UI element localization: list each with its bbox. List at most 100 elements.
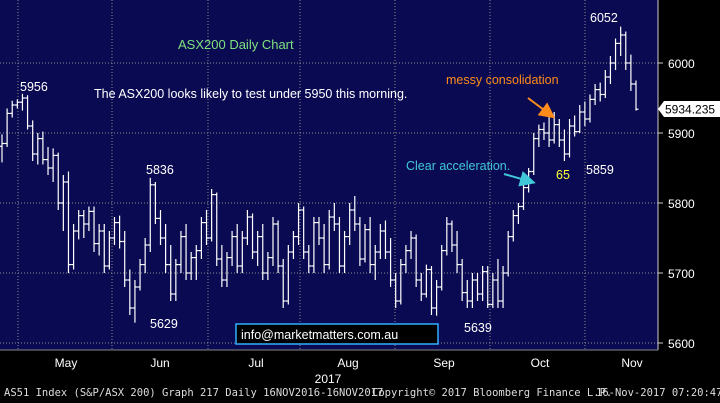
ohlc-bar [290, 231, 296, 259]
ohlc-bar [214, 192, 220, 266]
x-axis-month-label: Oct [531, 356, 550, 370]
ohlc-bar [30, 120, 36, 161]
annotation-low-jun: 5629 [150, 317, 178, 331]
y-axis-tick-label: 5700 [668, 267, 695, 281]
ohlc-bar [270, 217, 276, 266]
ohlc-bar [111, 217, 117, 245]
ohlc-bar [347, 203, 353, 245]
ohlc-bar [567, 119, 573, 158]
x-axis-month-label: May [55, 356, 78, 370]
ohlc-bar [193, 245, 199, 280]
annotation-low-oct: 5859 [586, 163, 614, 177]
ohlc-bar [602, 70, 608, 98]
ohlc-bar [326, 210, 332, 270]
annotation-high-jun: 5836 [146, 163, 174, 177]
footer-timestamp: 16-Nov-2017 07:20:47 [596, 387, 720, 399]
ohlc-bar [628, 54, 634, 91]
ohlc-bar [45, 147, 51, 175]
ohlc-bar [285, 245, 291, 305]
ohlc-bar [505, 231, 511, 277]
ohlc-bar [495, 259, 501, 308]
ohlc-bar [500, 266, 506, 308]
last-value-label: 5934.235 [665, 103, 715, 117]
ohlc-bar [275, 220, 281, 273]
ohlc-bar [260, 224, 266, 280]
ohlc-bar [152, 182, 158, 224]
ohlc-bar [280, 259, 286, 308]
ohlc-bar [106, 231, 112, 270]
ohlc-bar [480, 266, 486, 301]
ohlc-bar [423, 264, 429, 298]
ohlc-bar [490, 273, 496, 308]
annotation-gap: 65 [556, 168, 570, 182]
ohlc-bar [50, 148, 56, 182]
ohlc-bar [239, 231, 245, 273]
ohlc-bar [91, 206, 97, 252]
ohlc-bar [439, 245, 445, 291]
ohlc-bar [117, 215, 123, 249]
ohlc-bar [96, 224, 102, 256]
x-axis-month-label: Sep [433, 356, 455, 370]
ohlc-bar [618, 26, 624, 56]
ohlc-bar [362, 224, 368, 263]
ohlc-bar [198, 217, 204, 259]
ohlc-bar [357, 217, 363, 266]
ohlc-bar [65, 171, 71, 273]
ohlc-bar [623, 31, 629, 70]
ohlc-bar [306, 245, 312, 273]
ohlc-bar [76, 210, 82, 240]
ohlc-bar [81, 210, 87, 238]
ohlc-bar [454, 231, 460, 273]
ohlc-bar [14, 99, 20, 109]
ohlc-bar [331, 203, 337, 231]
ohlc-bar [25, 95, 31, 130]
ohlc-bar [301, 206, 307, 259]
ohlc-bar [464, 280, 470, 308]
annotation-clear-acceleration: Clear acceleration. [406, 159, 510, 173]
ohlc-bar [352, 196, 358, 231]
arrow-messy [527, 97, 556, 119]
ohlc-bar [469, 273, 475, 308]
ohlc-bar [163, 224, 169, 273]
ohlc-bar [521, 182, 527, 210]
ohlc-bar [613, 38, 619, 70]
x-axis-year-label: 2017 [315, 372, 342, 384]
ohlc-bar [633, 80, 639, 111]
ohlc-bar [459, 259, 465, 301]
ohlc-bar [398, 259, 404, 305]
ohlc-bar [316, 217, 322, 245]
ohlc-bar [127, 269, 133, 315]
ohlc-bar [311, 217, 317, 273]
ohlc-bar [142, 238, 148, 273]
ohlc-bar [71, 224, 77, 270]
ohlc-bar [577, 105, 583, 133]
ohlc-bar [250, 213, 256, 259]
ohlc-bar [255, 231, 261, 266]
ohlc-bar [367, 217, 373, 273]
footer-copyright: Copyright© 2017 Bloomberg Finance L.P. [372, 387, 613, 399]
ohlc-bar [122, 231, 128, 287]
ohlc-bar [137, 259, 143, 291]
ohlc-bar [60, 175, 66, 231]
ohlc-bar [234, 224, 240, 273]
y-axis-tick-label: 5900 [668, 127, 695, 141]
annotation-messy-consolidation: messy consolidation [446, 73, 559, 87]
ohlc-bar [178, 231, 184, 273]
ohlc-bar [372, 245, 378, 280]
website-label: info@marketmatters.com.au [241, 328, 398, 342]
ohlc-bar [86, 206, 92, 231]
x-axis-month-label: Jul [248, 356, 263, 370]
ohlc-bar [321, 224, 327, 273]
annotation-low-sep: 5639 [464, 321, 492, 335]
ohlc-bar [515, 203, 521, 224]
ohlc-bar [510, 210, 516, 242]
plot-area [0, 0, 658, 350]
arrow-acceleration [503, 171, 536, 187]
ohlc-bar [19, 93, 25, 111]
ohlc-bar [342, 231, 348, 273]
ohlc-bar [572, 115, 578, 137]
ohlc-bar [244, 210, 250, 245]
ohlc-bar [204, 210, 210, 245]
ohlc-bar [35, 133, 41, 165]
ohlc-bar [158, 210, 163, 245]
